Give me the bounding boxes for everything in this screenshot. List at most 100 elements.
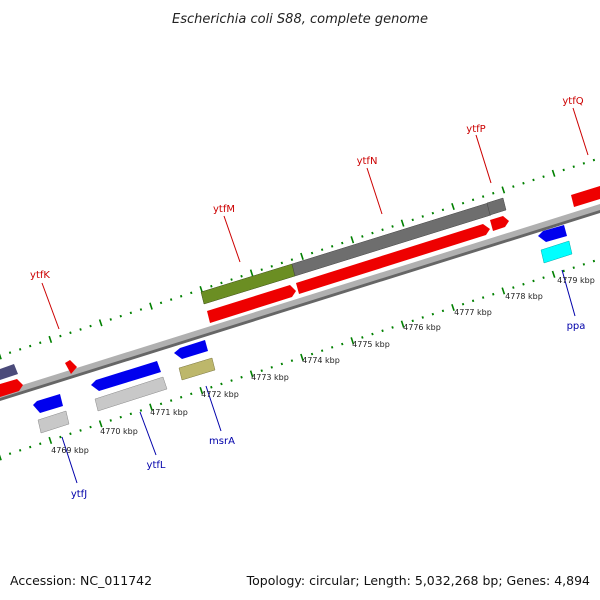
gene-msra-block[interactable] [178, 357, 216, 381]
minor-tick [361, 235, 364, 238]
minor-tick [441, 208, 445, 212]
minor-tick [341, 342, 344, 346]
gene-slate-left[interactable] [0, 364, 18, 380]
minor-tick [220, 382, 223, 386]
minor-tick [492, 292, 495, 296]
gene-label-msra[interactable]: msrA [209, 436, 235, 447]
scale-label: 4769 kbp [51, 446, 89, 455]
gene-label-ytfq[interactable]: ytfQ [562, 96, 583, 107]
minor-tick [179, 395, 183, 399]
gene-ppa-arrow[interactable] [538, 225, 567, 242]
minor-tick [381, 228, 384, 232]
major-tick [300, 353, 304, 361]
minor-tick [361, 336, 364, 339]
genome-summary-text: Topology: circular; Length: 5,032,268 bp… [246, 573, 590, 588]
gene-ytfj-arrow[interactable] [33, 394, 63, 413]
gene-features [0, 186, 600, 434]
minor-tick [310, 352, 314, 356]
minor-tick [371, 332, 374, 336]
minor-tick [280, 362, 284, 366]
minor-tick [411, 218, 414, 222]
minor-tick [542, 175, 545, 178]
label-leaders [41, 107, 589, 484]
scale-label: 4771 kbp [150, 408, 188, 417]
minor-tick [320, 349, 324, 352]
scale-labels: 4769 kbp 4770 kbp 4771 kbp 4772 kbp 4773… [51, 276, 595, 455]
gene-red-arrow-3[interactable] [490, 216, 509, 231]
major-tick [400, 320, 405, 328]
major-tick [199, 386, 204, 395]
gene-ytfl-block[interactable] [94, 376, 168, 412]
scale-label: 4775 kbp [352, 340, 390, 349]
minor-tick [471, 299, 475, 303]
minor-tick [260, 369, 263, 372]
minor-tick [8, 351, 12, 354]
minor-tick [431, 312, 435, 316]
minor-tick [441, 309, 445, 313]
major-tick [451, 303, 455, 312]
minor-tick [8, 452, 12, 455]
minor-tick [572, 165, 575, 168]
gene-ytfq-block[interactable] [571, 186, 600, 207]
minor-tick [79, 328, 82, 331]
minor-tick [290, 258, 294, 261]
major-tick [300, 252, 304, 260]
major-tick [149, 403, 153, 411]
gene-red-arrow-1[interactable] [207, 285, 296, 323]
gene-red-arrow-2[interactable] [296, 224, 490, 294]
scale-label: 4779 kbp [557, 276, 595, 285]
gene-label-ytfl[interactable]: ytfL [147, 460, 166, 471]
major-tick [0, 454, 2, 461]
minor-tick [69, 331, 72, 335]
minor-tick [532, 279, 535, 283]
minor-tick [572, 266, 575, 269]
gene-label-ytfn[interactable]: ytfN [357, 156, 378, 167]
minor-tick [210, 284, 213, 288]
minor-tick [119, 415, 122, 419]
minor-tick [341, 241, 344, 245]
major-tick [501, 287, 506, 295]
minor-tick [260, 268, 263, 271]
major-tick [350, 337, 355, 345]
genome-backbone [0, 204, 600, 401]
minor-tick [330, 245, 334, 248]
minor-tick [270, 265, 273, 268]
major-tick [551, 169, 556, 177]
gene-ppa-block[interactable] [540, 240, 573, 264]
gene-red-arrow-left[interactable] [0, 379, 23, 397]
gene-ytfj-block[interactable] [37, 410, 70, 434]
minor-tick [109, 318, 112, 321]
major-tick [350, 236, 355, 244]
major-tick [551, 270, 556, 278]
minor-tick [240, 375, 243, 379]
minor-tick [159, 402, 163, 406]
gene-label-ytfm[interactable]: ytfM [213, 204, 235, 215]
minor-tick [391, 326, 394, 329]
scale-label: 4773 kbp [251, 373, 289, 382]
scale-label: 4777 kbp [454, 308, 492, 317]
major-tick [249, 370, 254, 378]
gene-ytfp-block[interactable] [486, 197, 507, 216]
minor-tick [592, 158, 596, 162]
gene-ytfn-block[interactable] [291, 202, 492, 277]
gene-ytfl-arrow[interactable] [91, 361, 161, 391]
minor-tick [522, 282, 525, 286]
gene-label-ytfp[interactable]: ytfP [466, 124, 485, 135]
gene-labels: ytfK ytfM ytfN ytfP ytfQ ytfJ ytfL msrA … [30, 96, 585, 500]
minor-tick [330, 346, 334, 349]
minor-tick [79, 429, 82, 432]
scale-label: 4778 kbp [505, 292, 543, 301]
minor-tick [190, 291, 193, 295]
minor-tick [220, 281, 223, 285]
minor-tick [492, 191, 495, 195]
gene-label-ppa[interactable]: ppa [567, 321, 586, 332]
gene-ytfk-arrow[interactable] [65, 360, 77, 374]
minor-tick [89, 425, 92, 429]
gene-msra-arrow[interactable] [174, 340, 208, 359]
gene-label-ytfj[interactable]: ytfJ [71, 489, 87, 500]
gene-label-ytfk[interactable]: ytfK [30, 270, 50, 281]
minor-tick [411, 319, 414, 323]
minor-tick [139, 308, 143, 311]
minor-tick [461, 201, 465, 205]
